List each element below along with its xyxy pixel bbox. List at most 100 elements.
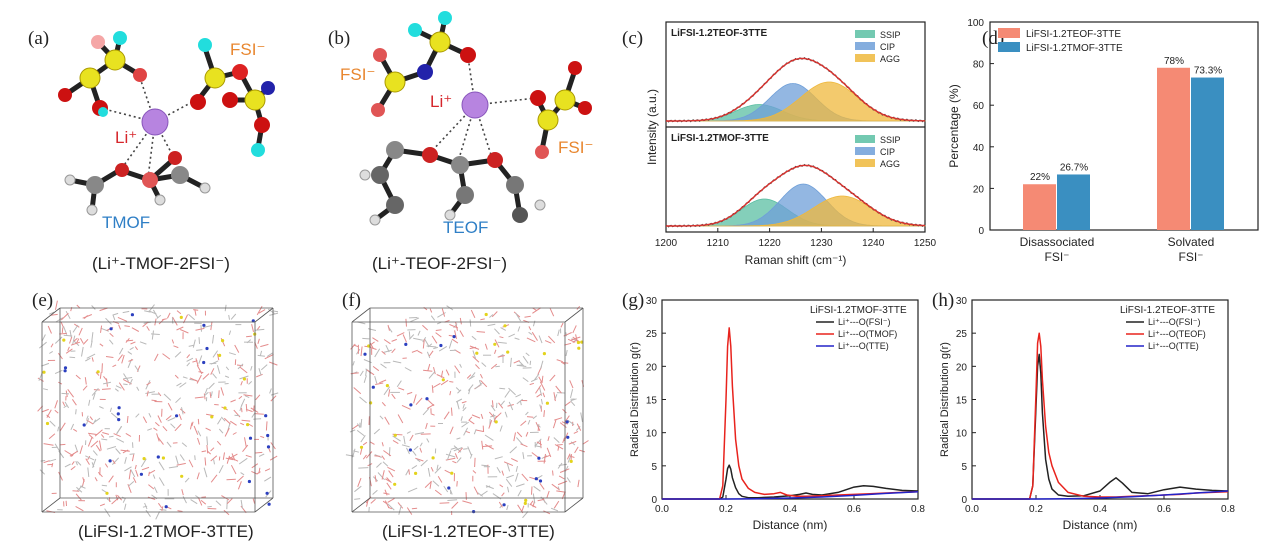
md-molecule-bond — [195, 358, 199, 367]
md-molecule-bond — [146, 382, 151, 386]
md-molecule-bond — [167, 402, 173, 411]
md-molecule-bond — [447, 499, 458, 501]
md-molecule-bond — [264, 353, 274, 360]
md-molecule-bond — [260, 343, 269, 348]
md-atom — [441, 378, 445, 382]
md-molecule-bond — [118, 324, 121, 330]
md-molecule-bond — [373, 428, 381, 435]
md-atom — [130, 313, 134, 317]
md-molecule-bond — [456, 437, 461, 440]
md-molecule-bond — [70, 466, 76, 471]
rdf-x-tick-label: 0.6 — [847, 504, 861, 515]
md-molecule-bond — [539, 482, 545, 490]
md-molecule-bond — [104, 463, 109, 468]
md-molecule-bond — [472, 350, 477, 359]
md-molecule-bond — [552, 470, 554, 476]
md-molecule-bond — [113, 433, 121, 438]
md-atom — [117, 406, 121, 410]
md-atom — [425, 397, 429, 401]
md-molecule-bond — [69, 330, 72, 338]
md-molecule-bond — [414, 432, 424, 435]
md-molecule-bond — [69, 356, 76, 359]
md-molecule-bond — [73, 337, 78, 342]
md-molecule-bond — [200, 324, 202, 332]
md-molecule-bond — [489, 314, 494, 318]
md-molecule-bond — [470, 309, 476, 319]
md-molecule-bond — [104, 508, 111, 517]
md-molecule-bond — [241, 408, 243, 413]
md-molecule-bond — [130, 469, 136, 478]
md-molecule-bond — [218, 464, 224, 474]
md-molecule-bond — [517, 489, 522, 497]
md-molecule-bond — [172, 316, 178, 326]
bar-category-sublabel: FSI⁻ — [1178, 250, 1203, 264]
md-molecule-bond — [425, 422, 428, 430]
md-molecule-bond — [91, 387, 99, 396]
md-molecule-bond — [379, 379, 387, 384]
md-molecule-bond — [474, 382, 483, 390]
md-molecule-bond — [391, 338, 397, 342]
md-molecule-bond — [462, 500, 472, 504]
md-molecule-bond — [206, 444, 209, 454]
md-molecule-bond — [522, 377, 529, 383]
md-molecule-bond — [562, 437, 565, 444]
md-molecule-bond — [265, 421, 268, 431]
md-molecule-bond — [413, 337, 423, 341]
md-molecule-bond — [564, 415, 570, 423]
md-molecule-bond — [539, 387, 543, 396]
md-molecule-bond — [363, 359, 372, 364]
md-molecule-bond — [226, 499, 228, 510]
md-molecule-bond — [84, 377, 87, 385]
md-molecule-bond — [503, 461, 514, 467]
raman-legend-label: SSIP — [880, 135, 901, 145]
md-molecule-bond — [567, 419, 575, 426]
md-atom — [142, 457, 146, 461]
md-atom — [447, 486, 451, 490]
md-molecule-bond — [553, 392, 556, 402]
md-molecule-bond — [198, 337, 200, 344]
md-molecule-bond — [517, 364, 523, 366]
md-molecule-bond — [59, 443, 66, 446]
md-molecule-bond — [43, 443, 54, 446]
md-molecule-bond — [556, 490, 566, 493]
md-molecule-bond — [245, 454, 252, 458]
md-molecule-bond — [352, 448, 356, 458]
md-molecule-bond — [352, 424, 359, 430]
md-molecule-bond — [426, 351, 431, 359]
md-molecule-bond — [250, 407, 259, 413]
md-molecule-bond — [87, 467, 90, 477]
md-molecule-bond — [496, 466, 501, 474]
md-molecule-bond — [212, 350, 219, 358]
md-molecule-bond — [198, 355, 203, 364]
md-molecule-bond — [112, 459, 116, 465]
md-molecule-bond — [161, 506, 164, 512]
md-molecule-bond — [469, 453, 473, 459]
md-molecule-bond — [124, 503, 127, 510]
rdf-y-tick-label: 5 — [961, 462, 967, 473]
md-molecule-bond — [108, 475, 114, 483]
rdf-series-line — [972, 353, 1229, 500]
raman-fitted-curve — [666, 164, 926, 227]
md-molecule-bond — [228, 330, 232, 335]
md-molecule-bond — [256, 306, 263, 316]
bar-y-tick-label: 100 — [967, 18, 984, 29]
md-molecule-bond — [427, 363, 431, 371]
md-molecule-bond — [99, 440, 102, 451]
md-molecule-bond — [176, 310, 182, 315]
md-molecule-bond — [565, 332, 568, 337]
md-molecule-bond — [426, 403, 435, 410]
md-molecule-bond — [518, 360, 525, 367]
md-molecule-bond — [245, 408, 253, 413]
md-molecule-bond — [377, 472, 385, 481]
md-molecule-bond — [568, 455, 575, 458]
md-molecule-bond — [72, 324, 79, 333]
rdf-legend-label: Li⁺---O(TTE) — [1148, 341, 1199, 351]
md-atom — [404, 342, 408, 346]
md-molecule-bond — [463, 427, 469, 436]
md-molecule-bond — [105, 317, 112, 325]
md-atom — [409, 403, 413, 407]
molecule-a-fsi-label: FSI⁻ — [230, 40, 266, 59]
md-molecule-bond — [226, 498, 233, 505]
md-molecule-bond — [387, 324, 390, 331]
md-atom — [502, 503, 506, 507]
